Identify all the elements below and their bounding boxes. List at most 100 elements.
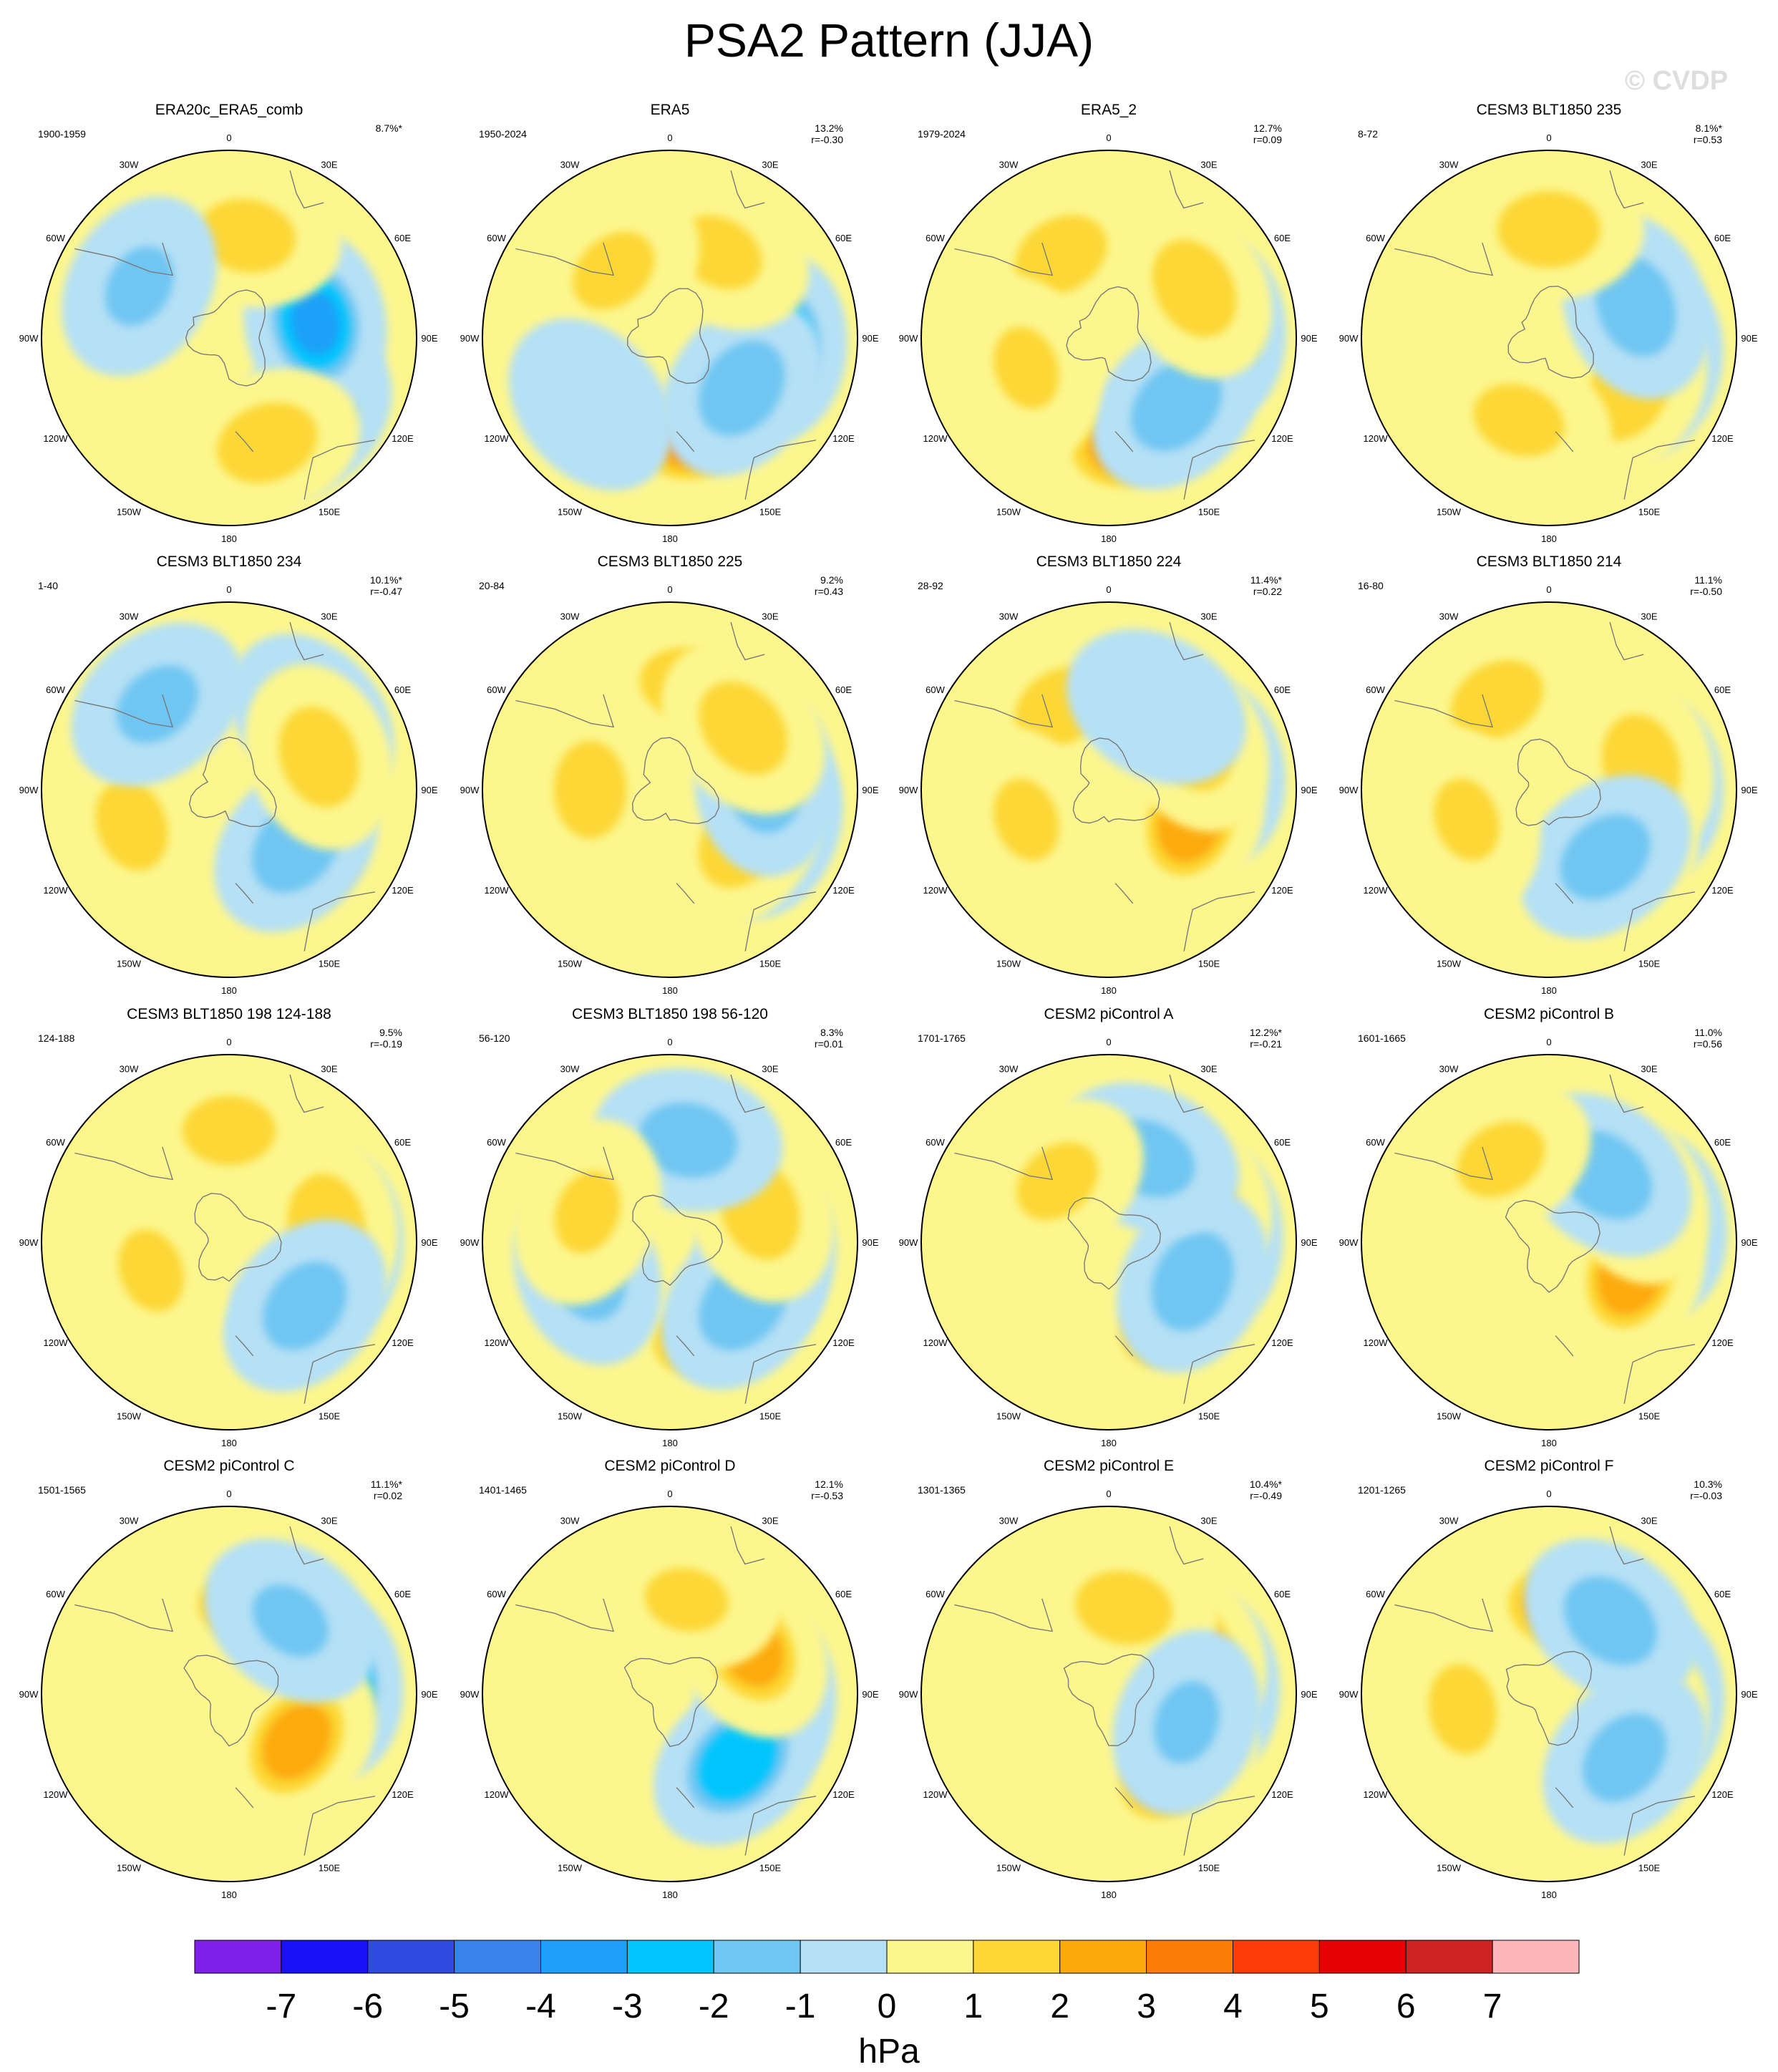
lon-label: 150W [996,1862,1021,1873]
lon-label: 150E [1198,1410,1220,1421]
lon-label: 60E [1714,233,1731,243]
lon-label: 180 [221,533,237,544]
lon-label: 60E [835,1589,852,1599]
coastline [676,1787,695,1809]
panel-variance: 9.2% [820,574,843,586]
lon-label: 0 [1546,1488,1551,1499]
lon-label: 180 [1541,1889,1557,1900]
lon-label: 120E [1271,433,1293,444]
lon-label: 120W [485,1337,510,1348]
lon-label: 90E [1741,1689,1757,1700]
lon-label: 180 [221,985,237,996]
coastline [235,431,254,452]
coastline [730,621,765,661]
lon-label: 150W [117,1862,142,1873]
anomaly-contour [994,326,1059,410]
map-panel: 0 30E 60E 90E 120E 150E 180 150W 120W 90W 60W 30W ER… [460,102,879,544]
coastline [1555,431,1574,452]
map-panel: 0 30E 60E 90E 120E 150E 180 150W 120W 90W 60W 30W CE… [19,553,438,996]
lon-label: 60E [394,233,411,243]
map-panel: 0 30E 60E 90E 120E 150E 180 150W 120W 90W 60W 30W CE… [460,553,879,996]
map-panel: 0 30E 60E 90E 120E 150E 180 150W 120W 90W 60W 30W CE… [460,1458,879,1900]
lon-label: 0 [1106,584,1111,595]
lon-label: 60W [487,1137,506,1148]
colorbar-tick-label: 1 [964,1988,983,2025]
lon-label: 120W [923,1789,948,1800]
map-panel: 0 30E 60E 90E 120E 150E 180 150W 120W 90W 60W 30W CE… [899,553,1318,996]
anomaly-contour [217,402,318,483]
panel-correlation: r=0.53 [1694,134,1722,145]
anomaly-contour [508,318,673,491]
anomaly-contour [1563,1576,1658,1665]
colorbar-swatch [973,1940,1061,1974]
lon-label: 30E [1641,1516,1657,1526]
map-border [920,150,1297,526]
lon-label: 150E [1638,958,1661,969]
lon-label: 150W [1437,1862,1462,1873]
panel-correlation: r=0.01 [815,1038,843,1050]
colorbar-swatch [1492,1940,1580,1974]
anomaly-field [921,1506,1296,1882]
panel-variance: 11.1% [1694,574,1722,586]
lon-label: 180 [662,533,678,544]
anomaly-contour [252,1584,329,1657]
lon-label: 180 [662,1889,678,1900]
coastline [1114,883,1134,904]
panel-period: 16-80 [1358,580,1384,591]
anomaly-field [921,602,1296,977]
panel-title: ERA5_2 [1081,102,1137,118]
panel-variance: 11.4%* [1250,574,1283,586]
coastline [1169,1074,1204,1113]
lon-label: 60E [835,233,852,243]
colorbar: -7 -6 -5 -4 -3 -2 -1 0 1 2 3 4 5 6 7 [194,1940,1580,2025]
lon-label: 30W [1439,1516,1459,1526]
anomaly-contour [1583,1713,1667,1802]
lon-label: 120E [1711,1337,1734,1348]
lon-label: 30W [560,611,580,622]
panel-title: CESM2 piControl D [604,1458,735,1474]
lon-label: 60E [1714,1137,1731,1148]
lon-label: 0 [226,132,231,143]
coastline-antarctica [183,1655,279,1747]
panel-title: CESM3 BLT1850 214 [1477,553,1622,570]
lon-label: 90W [1339,785,1359,795]
lon-label: 120E [1271,1337,1293,1348]
anomaly-contour [553,740,627,839]
coastline [1623,891,1696,952]
lon-label: 90W [1339,1689,1359,1700]
anomaly-contour [1130,359,1223,452]
anomaly-contour [994,778,1059,861]
lon-label: 30E [1641,611,1657,622]
lon-label: 150W [117,506,142,517]
lon-label: 30E [321,1064,337,1075]
coastline-antarctica [631,737,720,825]
coastline [1609,621,1644,661]
lon-label: 150W [1437,506,1462,517]
anomaly-field [42,602,417,977]
anomaly-contour [262,1703,331,1780]
anomaly-contour [1014,215,1107,295]
lon-label: 150E [1638,506,1661,517]
anomaly-contour [118,1229,184,1312]
colorbar-tick-label: -4 [525,1988,556,2025]
lon-label: 60W [926,1589,945,1599]
lon-label: 0 [226,1488,231,1499]
coastline-antarctica [1515,738,1601,826]
lon-label: 120E [1711,885,1734,896]
panel-period: 1301-1365 [918,1484,966,1496]
coastline-antarctica [185,289,266,387]
coastline [1169,1526,1204,1565]
lon-label: 90W [460,333,480,344]
panel-title: CESM2 piControl B [1484,1006,1614,1022]
lon-label: 150W [996,506,1021,517]
colorbar-swatch [1059,1940,1147,1974]
lon-label: 120W [44,1789,69,1800]
lon-label: 120E [1711,433,1734,444]
lon-label: 90E [1741,333,1757,344]
panel-correlation: r=-0.30 [811,134,843,145]
map-panel: 0 30E 60E 90E 120E 150E 180 150W 120W 90W 60W 30W CE… [1339,1458,1758,1900]
coastline [289,1074,324,1113]
anomaly-contour [1152,239,1237,338]
lon-label: 0 [667,1488,672,1499]
lon-label: 30E [321,611,337,622]
